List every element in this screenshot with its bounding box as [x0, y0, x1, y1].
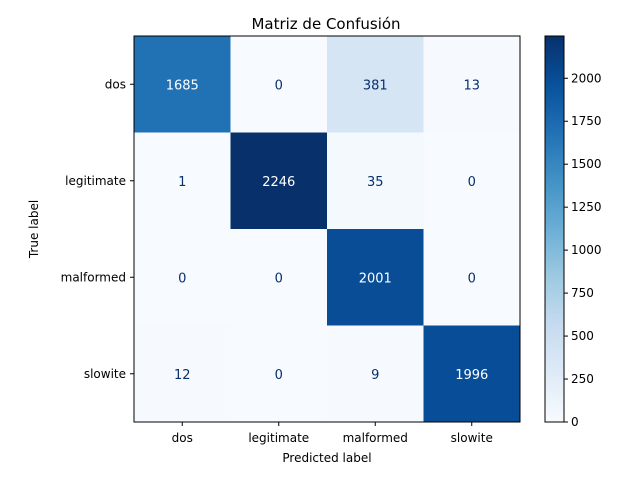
- heatmap-cell: [134, 229, 231, 326]
- cell-value-labels: 1685 0 381 13 1 2246 35 0 0 0 2001 0 12 0 9 1996: [166, 78, 489, 383]
- x-axis-label: Predicted label: [282, 451, 371, 465]
- colorbar-tick-label: 2000: [571, 71, 602, 85]
- y-tick-label: malformed: [61, 270, 126, 284]
- cell-value-label: 12: [174, 368, 191, 383]
- colorbar-tick-label: 1500: [571, 157, 602, 171]
- y-axis-label: True label: [27, 200, 41, 259]
- plot-frame: [133, 35, 521, 423]
- cell-value-label: 2001: [359, 271, 392, 286]
- cell-value-label: 1685: [166, 78, 199, 93]
- heatmap-cell: [327, 325, 424, 423]
- heatmap-cell: [423, 36, 521, 133]
- chart-title: Matriz de Confusión: [251, 15, 400, 33]
- heatmap-cell: [134, 36, 231, 133]
- cell-value-label: 0: [275, 368, 283, 383]
- cell-value-label: 0: [468, 271, 476, 286]
- x-tick-label: legitimate: [248, 431, 309, 445]
- heatmap-cell: [327, 132, 424, 230]
- colorbar-ticks: 0 250 500 750 1000 1250 1500 1750 2000: [564, 71, 602, 429]
- x-axis-ticks: dos legitimate malformed slowite: [172, 422, 493, 445]
- heatmap-cell: [230, 229, 328, 326]
- heatmap-cell: [423, 325, 521, 423]
- cell-value-label: 1996: [455, 368, 488, 383]
- cell-value-label: 0: [468, 175, 476, 190]
- colorbar-tick-label: 500: [571, 329, 594, 343]
- x-tick-label: malformed: [343, 431, 408, 445]
- cell-value-label: 0: [178, 271, 186, 286]
- cell-value-label: 0: [275, 78, 283, 93]
- colorbar-tick-label: 1750: [571, 114, 602, 128]
- x-tick-label: slowite: [451, 431, 493, 445]
- cell-value-label: 13: [463, 78, 480, 93]
- cell-value-label: 9: [371, 368, 379, 383]
- heatmap-cell: [327, 36, 424, 133]
- y-tick-label: dos: [105, 77, 126, 91]
- colorbar-tick-label: 0: [571, 415, 579, 429]
- colorbar-tick-label: 1000: [571, 243, 602, 257]
- heatmap-cell: [134, 132, 231, 230]
- cell-value-label: 381: [363, 78, 388, 93]
- cell-value-label: 2246: [262, 175, 295, 190]
- y-tick-label: slowite: [84, 367, 126, 381]
- heatmap-cell: [423, 132, 521, 230]
- colorbar: [544, 35, 565, 423]
- colorbar-tick-label: 250: [571, 372, 594, 386]
- heatmap-cell: [134, 325, 231, 423]
- heatmap-cell: [423, 229, 521, 326]
- heatmap-cell: [327, 229, 424, 326]
- cell-value-label: 35: [367, 175, 384, 190]
- heatmap-cell: [230, 36, 328, 133]
- heatmap-cells: [134, 36, 521, 423]
- cell-value-label: 0: [275, 271, 283, 286]
- heatmap-cell: [230, 132, 328, 230]
- x-tick-label: dos: [172, 431, 193, 445]
- heatmap-cell: [230, 325, 328, 423]
- colorbar-tick-label: 1250: [571, 200, 602, 214]
- y-tick-label: legitimate: [65, 174, 126, 188]
- y-axis-ticks: dos legitimate malformed slowite: [61, 77, 134, 381]
- cell-value-label: 1: [178, 175, 186, 190]
- colorbar-tick-label: 750: [571, 286, 594, 300]
